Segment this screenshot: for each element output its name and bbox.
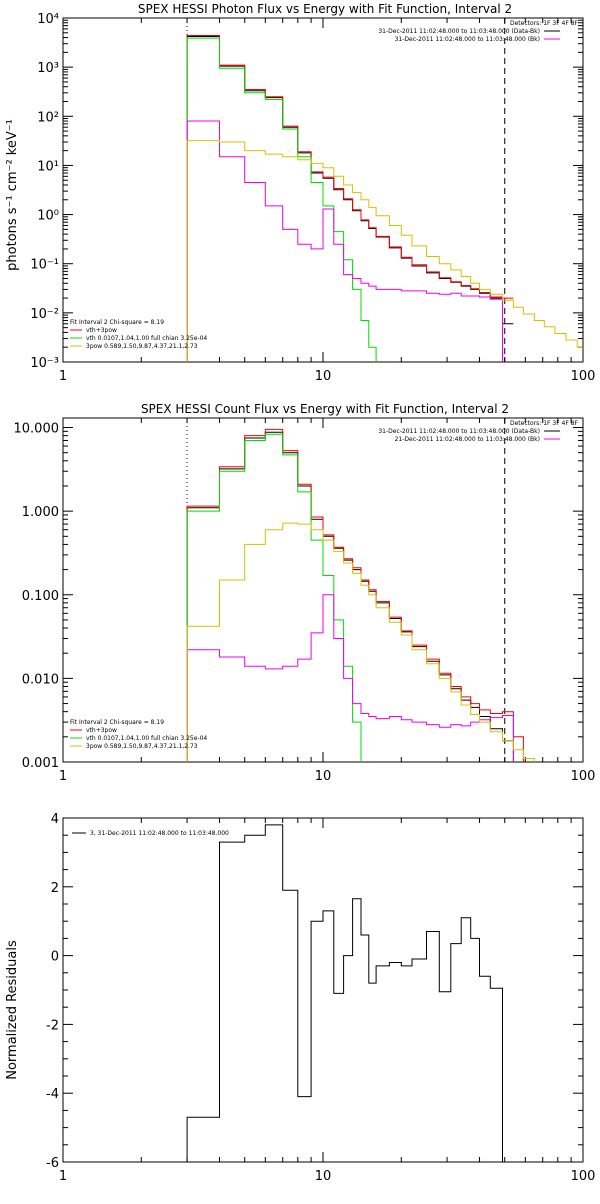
x-tick-label: 100 bbox=[571, 769, 596, 784]
x-tick-label: 10 bbox=[315, 1169, 332, 1184]
series-group bbox=[186, 428, 535, 762]
series-group bbox=[186, 35, 583, 362]
y-tick-label: 10³ bbox=[37, 61, 59, 76]
legend-fit-title: Fit Interval 2 Chi-square = 8.19 bbox=[70, 719, 164, 726]
legend-topright-entry: Detectors: 1F 3F 4F 8F bbox=[510, 20, 579, 27]
series-group bbox=[186, 824, 503, 1162]
panel-3-y-label: Normalized Residuals bbox=[5, 940, 20, 1080]
y-tick-label: 0.010 bbox=[22, 672, 59, 687]
y-tick-label: 10⁻² bbox=[30, 307, 59, 322]
legend-fit-entry: vth+3pow bbox=[86, 727, 117, 734]
magenta-series-line bbox=[186, 120, 503, 362]
y-tick-label: 10¹ bbox=[37, 159, 59, 174]
y-tick-label: 4 bbox=[51, 812, 59, 827]
x-tick-label: 1 bbox=[59, 769, 67, 784]
legend-fit-entry: vth 0.0107,1.04,1.00 full chian 3.25e-04 bbox=[86, 735, 207, 742]
red-series-line bbox=[186, 428, 524, 762]
y-tick-label: 10⁰ bbox=[37, 209, 59, 224]
yellow-series-line bbox=[186, 140, 583, 362]
panel-1-title: SPEX HESSI Photon Flux vs Energy with Fi… bbox=[138, 2, 512, 16]
panel-1-y-label: photons s⁻¹ cm⁻² keV⁻¹ bbox=[5, 119, 20, 271]
green-series-line bbox=[186, 37, 377, 362]
yellow-series-line bbox=[186, 522, 535, 762]
magenta-series-line bbox=[186, 594, 514, 762]
y-tick-label: 0 bbox=[51, 950, 59, 965]
panel-3-plot: 1 10 100 -6 -4 -2 0 2 4 3, 31-Dec-2011 11:02:48.0… bbox=[46, 812, 596, 1184]
legend-fit-entry: 3pow 0.589,1.50,9.87,4.37,21.1,2.73 bbox=[86, 743, 198, 750]
y-tick-label: -6 bbox=[46, 1156, 59, 1171]
x-tick-label: 10 bbox=[315, 369, 332, 384]
count-flux-panel: SPEX HESSI Count Flux vs Energy with Fit… bbox=[14, 402, 596, 784]
legend-topright-entry: 31-Dec-2011 11:02:48.000 to 11:03:48.000… bbox=[378, 28, 540, 35]
panel-2-title: SPEX HESSI Count Flux vs Energy with Fit… bbox=[141, 402, 509, 416]
legend-fit-title: Fit Interval 2 Chi-square = 8.19 bbox=[70, 319, 164, 326]
legend-fit-entry: vth+3pow bbox=[86, 327, 117, 334]
panel-2-plot: 1 10 100 0.001 0.010 0.100 1.000 10.000 Detector… bbox=[14, 417, 596, 784]
y-tick-label: 0.100 bbox=[22, 589, 59, 604]
y-tick-label: 0.001 bbox=[22, 756, 59, 771]
x-tick-label: 1 bbox=[59, 1169, 67, 1184]
legend-topright-entry: 21-Dec-2011 11:02:48.000 to 11:03:48.000… bbox=[395, 436, 540, 443]
black-series-line bbox=[186, 824, 503, 1162]
residuals-panel: Normalized Residuals 1 10 100 -6 -4 -2 0 2 4 3, 3… bbox=[5, 812, 596, 1184]
x-tick-label: 1 bbox=[59, 369, 67, 384]
y-tick-label: 2 bbox=[51, 881, 59, 896]
y-tick-label: 10⁴ bbox=[37, 12, 59, 27]
y-tick-label: 1.000 bbox=[22, 505, 59, 520]
legend-topright-entry: 31-Dec-2011 11:02:48.000 to 11:03:48.000… bbox=[395, 36, 540, 43]
black-series-line bbox=[186, 431, 524, 762]
axes-frame bbox=[62, 817, 584, 1163]
panel-1-plot: 1 10 100 10⁻³ 10⁻² 10⁻¹ 10⁰ 10¹ 10² 10³ 10⁴ Detecto… bbox=[30, 12, 596, 384]
legend-fit-entry: 3pow 0.589,1.50,9.87,4.37,21.1,2.73 bbox=[86, 343, 198, 350]
x-tick-label: 100 bbox=[571, 1169, 596, 1184]
red-series-line bbox=[186, 35, 514, 362]
legend-residual-entry: 3, 31-Dec-2011 11:02:48.000 to 11:03:48.… bbox=[90, 830, 229, 837]
green-series-line bbox=[186, 433, 362, 762]
photon-flux-panel: SPEX HESSI Photon Flux vs Energy with Fi… bbox=[5, 2, 596, 384]
y-tick-label: 10.000 bbox=[14, 422, 60, 437]
y-tick-label: 10⁻³ bbox=[30, 356, 59, 371]
legend-fit-entry: vth 0.0107,1.04,1.00 full chian 3.25e-04 bbox=[86, 335, 207, 342]
black-series-line bbox=[186, 36, 514, 362]
y-tick-label: -2 bbox=[46, 1018, 59, 1033]
legend-topright-entry: 31-Dec-2011 11:02:48.000 to 11:03:48.000… bbox=[378, 428, 540, 435]
y-tick-label: 10⁻¹ bbox=[30, 258, 59, 273]
legend-topright-entry: Detectors: 1F 3F 4F 8F bbox=[510, 420, 579, 427]
x-tick-label: 10 bbox=[315, 769, 332, 784]
x-tick-label: 100 bbox=[571, 369, 596, 384]
y-tick-label: 10² bbox=[37, 110, 59, 125]
y-tick-label: -4 bbox=[46, 1087, 59, 1102]
